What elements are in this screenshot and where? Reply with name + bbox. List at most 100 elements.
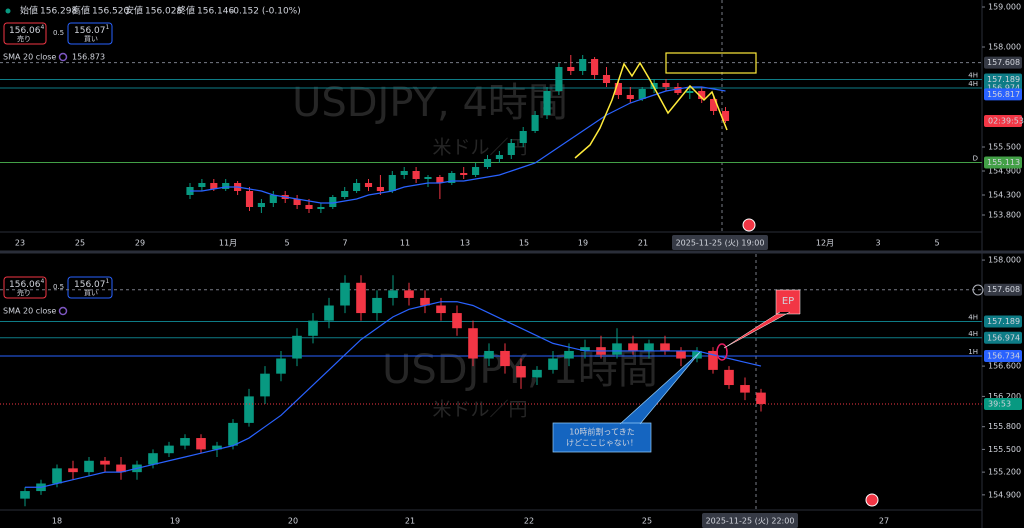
ep-callout (723, 289, 801, 349)
sell-price: 156.064 (9, 24, 45, 36)
buy-button[interactable] (67, 276, 113, 299)
candle-body (721, 111, 730, 121)
candle-body (686, 91, 694, 93)
x-tick-label: 12月 (816, 239, 834, 248)
candle-body (448, 173, 456, 183)
pattern-drawing (574, 61, 728, 159)
candle-body (567, 67, 575, 71)
candle-body (756, 392, 766, 404)
status-dot (5, 8, 11, 14)
candle-body (356, 282, 366, 314)
y-tick-label: 158.000 (988, 256, 1021, 265)
sma-line (190, 86, 726, 204)
candle-body (724, 369, 734, 386)
x-tick-label: 5 (284, 239, 289, 248)
buy-price: 156.071 (74, 278, 110, 290)
candle-body (708, 350, 718, 370)
candle-body (564, 350, 574, 359)
candle-body (662, 83, 670, 87)
sell-button[interactable] (3, 22, 47, 45)
x-tick-label: 23 (15, 239, 25, 248)
y-tick-label: 156.600 (988, 362, 1021, 371)
candle-body (591, 59, 599, 75)
candle-body (698, 91, 706, 99)
y-tick-label: 159.000 (988, 3, 1021, 12)
candle-body (424, 177, 432, 179)
sma-line (25, 301, 762, 488)
price-label: 156.974 (987, 333, 1020, 342)
buy-label: 買い (84, 289, 98, 297)
countdown-box (984, 115, 1022, 127)
candle-body (543, 91, 551, 115)
sell-price: 156.064 (9, 278, 45, 290)
candle-body (222, 183, 230, 189)
y-tick-label: 156.200 (988, 392, 1021, 401)
y-tick-label: 155.500 (988, 143, 1021, 152)
candle-body (468, 328, 478, 359)
level-tag: D (973, 154, 978, 162)
level-tag: 1H (968, 348, 978, 356)
candle-body (329, 197, 337, 207)
indicator-name: SMA 20 close (3, 53, 56, 62)
candle-body (196, 438, 206, 450)
ohlc-high-label: 高値 (72, 5, 90, 17)
candle-body (674, 87, 682, 93)
note-callout (552, 351, 701, 453)
candle-body (276, 358, 286, 374)
x-tick-label: 7 (342, 239, 347, 248)
candle-body (614, 83, 622, 95)
sell-button[interactable] (3, 276, 47, 299)
target-box (665, 52, 757, 74)
candle-body (293, 199, 301, 205)
candle-body (644, 343, 654, 351)
candle-body (116, 464, 126, 473)
indicator-name: SMA 20 close (3, 307, 56, 316)
cursor-label-box (672, 235, 768, 250)
price-label: 156.974 (987, 84, 1020, 93)
price-label: 157.608 (987, 58, 1020, 67)
spread: 0.5 (53, 283, 64, 291)
candle-body (376, 187, 384, 191)
candle-body (324, 305, 334, 321)
candle-body (341, 191, 349, 197)
ohlc-open-label: 始値 (20, 5, 38, 17)
candle-body (244, 396, 254, 423)
price-label-box (984, 349, 1022, 362)
countdown-box (984, 397, 1022, 410)
candle-body (372, 297, 382, 314)
candle-body (292, 335, 302, 359)
watermark-sub: 米ドル／円 (432, 399, 527, 421)
candle-body (740, 385, 750, 393)
candle-body (495, 155, 503, 159)
candle-body (602, 75, 611, 83)
ohlc-high: 156.520 (92, 7, 129, 17)
x-tick-label: 25 (642, 517, 652, 526)
sell-label: 売り (17, 34, 31, 43)
candle-body (180, 438, 190, 446)
price-label: 156.817 (987, 90, 1020, 99)
candle-body (548, 358, 558, 370)
x-tick-label: 13 (460, 239, 470, 248)
price-label-box (984, 331, 1022, 344)
indicator-value: 156.873 (72, 53, 105, 62)
level-tag: 4H (968, 71, 978, 79)
price-label: 155.113 (987, 158, 1020, 167)
candle-body (260, 373, 270, 397)
level-tag: 4H (968, 80, 978, 88)
candle-body (148, 453, 158, 465)
add-alert[interactable] (972, 284, 984, 296)
candle-body (484, 350, 494, 359)
event-flag (865, 493, 879, 507)
candle-body (460, 173, 468, 175)
candle-body (212, 445, 222, 450)
x-tick-label: 3 (875, 239, 880, 248)
ohlc-close-label: 終値 (177, 5, 195, 17)
price-label: 157.608 (987, 285, 1020, 294)
candle-body (20, 491, 30, 499)
level-tag: 4H (968, 313, 978, 321)
candle-body (400, 171, 408, 175)
candle-body (472, 167, 480, 175)
countdown: 39:53 (988, 399, 1011, 408)
buy-button[interactable] (67, 22, 113, 45)
ep-text: EP (782, 296, 794, 307)
